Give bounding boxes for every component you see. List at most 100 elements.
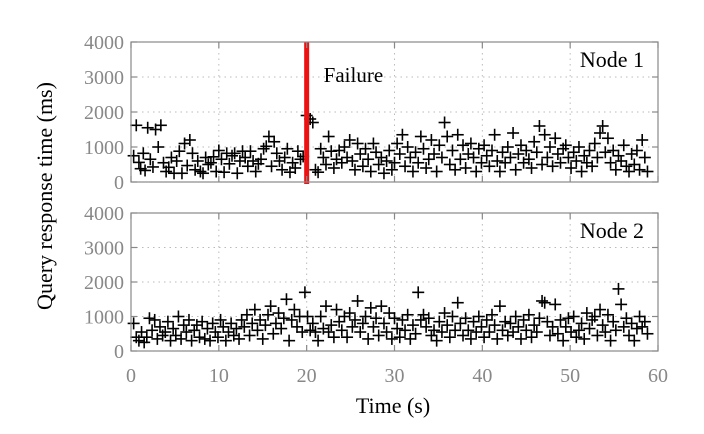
data-point — [173, 145, 186, 158]
data-point — [430, 165, 443, 178]
data-point — [367, 320, 380, 333]
data-point — [319, 300, 332, 313]
data-point — [441, 319, 454, 332]
data-point — [335, 324, 348, 337]
data-point — [454, 317, 467, 330]
data-point — [528, 319, 541, 332]
data-point — [493, 300, 506, 313]
data-point — [161, 315, 174, 328]
data-point — [525, 331, 538, 344]
data-point — [454, 153, 467, 166]
data-point — [396, 128, 409, 141]
data-point — [226, 149, 239, 162]
data-point — [243, 329, 256, 342]
data-point — [557, 334, 570, 347]
data-point — [583, 144, 596, 157]
data-point — [615, 298, 628, 311]
data-point — [443, 158, 456, 171]
data-point — [483, 160, 496, 173]
data-point — [364, 165, 377, 178]
data-point — [404, 151, 417, 164]
data-point — [562, 312, 575, 325]
data-point — [570, 331, 583, 344]
data-point — [146, 160, 159, 173]
data-point — [159, 326, 172, 339]
data-point — [230, 322, 243, 335]
data-point — [215, 153, 228, 166]
data-point — [591, 151, 604, 164]
data-point — [231, 167, 244, 180]
data-point — [383, 144, 396, 157]
data-point — [601, 132, 614, 145]
data-point — [335, 156, 348, 169]
data-point — [470, 326, 483, 339]
data-point — [559, 139, 572, 152]
data-point — [238, 320, 251, 333]
y-tick-label: 3000 — [84, 67, 124, 89]
data-point — [309, 163, 322, 176]
data-point — [493, 165, 506, 178]
data-point — [538, 128, 551, 141]
data-point — [288, 303, 301, 316]
data-point — [433, 315, 446, 328]
data-point — [377, 167, 390, 180]
data-point — [285, 313, 298, 326]
data-point — [319, 158, 332, 171]
data-point — [565, 326, 578, 339]
data-point — [317, 151, 330, 164]
data-point — [181, 159, 194, 172]
data-point — [370, 312, 383, 325]
data-point — [362, 332, 375, 345]
data-point — [480, 313, 493, 326]
data-point — [630, 322, 643, 335]
data-point — [594, 127, 607, 139]
data-point — [559, 320, 572, 333]
data-point — [197, 167, 210, 180]
data-point — [628, 334, 641, 347]
data-point — [346, 320, 359, 333]
data-point — [262, 308, 275, 321]
data-point — [406, 319, 419, 332]
data-point — [430, 334, 443, 347]
data-point — [512, 148, 525, 160]
data-point — [499, 156, 512, 169]
x-tick-label: 40 — [472, 365, 492, 387]
data-point — [625, 317, 638, 330]
data-point — [620, 160, 633, 173]
data-point — [167, 322, 180, 335]
data-point — [170, 155, 183, 167]
data-point — [240, 308, 253, 321]
data-point — [186, 147, 199, 160]
y-tick-label: 2000 — [84, 102, 124, 124]
data-point — [551, 327, 564, 340]
data-point — [475, 320, 488, 333]
data-point — [457, 329, 470, 342]
data-point — [177, 319, 190, 332]
data-point — [372, 329, 385, 342]
data-point — [480, 149, 493, 162]
data-point — [417, 142, 430, 155]
data-point — [148, 313, 161, 326]
data-point — [312, 166, 325, 179]
data-point — [509, 310, 522, 323]
data-point — [588, 137, 601, 150]
data-point — [438, 307, 451, 320]
y-tick-label: 0 — [114, 172, 124, 194]
data-point — [478, 139, 491, 152]
data-point — [223, 157, 236, 170]
data-point — [488, 128, 501, 141]
data-point — [428, 148, 441, 160]
data-point — [219, 334, 232, 347]
data-point — [359, 310, 372, 323]
y-tick-label: 2000 — [84, 272, 124, 294]
data-point — [435, 151, 448, 164]
frame-layer — [130, 41, 659, 352]
data-point — [194, 165, 207, 178]
data-point — [254, 153, 267, 166]
data-point — [496, 324, 509, 337]
data-point — [175, 332, 188, 345]
data-point — [322, 326, 335, 339]
data-point — [175, 167, 188, 180]
data-point — [180, 326, 193, 339]
x-tick-label: 30 — [385, 365, 405, 387]
